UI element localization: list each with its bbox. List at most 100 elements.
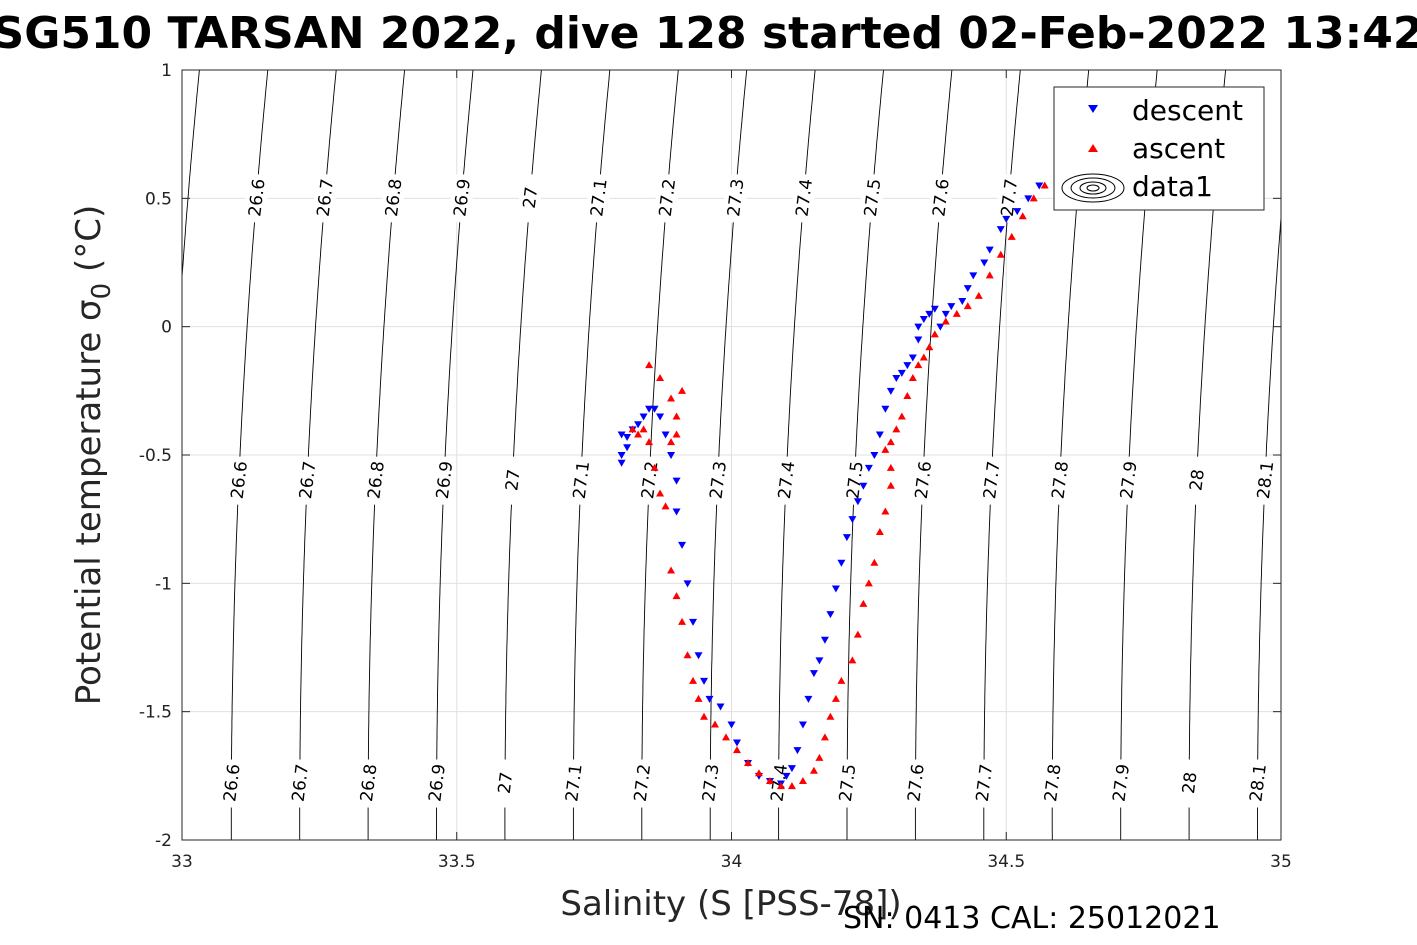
y-tick-label: -2: [155, 831, 172, 851]
isopycnal-label-bg: [904, 759, 927, 808]
descent-point: [837, 559, 846, 567]
descent-point: [700, 677, 709, 685]
ascent-point: [678, 617, 687, 625]
ascent-point: [672, 430, 681, 438]
ascent-point: [892, 425, 901, 433]
isopycnal-label-bg: [450, 174, 473, 223]
ascent-point: [881, 507, 890, 515]
x-tick-label: 34: [721, 852, 743, 872]
descent-point: [1002, 215, 1011, 223]
descent-point: [870, 452, 879, 459]
ascent-point: [974, 291, 983, 299]
ascent-point: [645, 438, 654, 446]
legend-box: [1053, 86, 1265, 211]
isopycnal-label-bg: [494, 759, 517, 808]
ascent-point: [859, 599, 868, 607]
ascent-point: [886, 438, 895, 446]
ascent-point: [820, 733, 829, 741]
isopycnal-label-bg: [296, 456, 319, 505]
descent-point: [969, 272, 978, 280]
isopycnal-label-bg: [357, 759, 380, 808]
isopycnal-label-bg: [227, 456, 250, 505]
descent-point: [727, 721, 736, 729]
isopycnal-label-bg: [724, 174, 747, 223]
isopycnal-label-bg: [519, 174, 542, 223]
isopycnal-label: 27.6: [904, 763, 928, 803]
ascent-point: [787, 782, 796, 790]
descent-point: [1013, 208, 1022, 216]
isopycnal-label-bg: [980, 456, 1003, 505]
x-tick-label: 33.5: [438, 852, 476, 872]
ascent-point: [897, 412, 906, 420]
ascent-point: [667, 394, 676, 402]
isopycnal-label: 26.6: [228, 460, 252, 500]
descent-point: [958, 298, 967, 305]
isopycnal-label-bg: [245, 174, 268, 223]
isopycnal-label: 26.8: [364, 460, 388, 500]
descent-point: [634, 421, 643, 429]
descent-point: [985, 246, 994, 254]
descent-point: [661, 431, 670, 439]
ascent-point: [683, 651, 692, 659]
ascent-point: [628, 425, 637, 433]
isopycnal-label-bg: [1253, 456, 1276, 505]
descent-point: [864, 464, 873, 472]
isopycnal-label-bg: [775, 456, 798, 505]
isopycnal-label-bg: [220, 759, 243, 808]
ascent-point: [743, 759, 752, 766]
isopycnal-label-bg: [1246, 759, 1269, 808]
isopycnal-label: 27.1: [570, 460, 594, 500]
y-axis-label-unit: (°C): [69, 205, 109, 272]
isopycnal-label-bg: [843, 456, 866, 505]
ascent-point: [952, 309, 961, 317]
ascent-point: [661, 502, 670, 510]
isopycnal-label-bg: [997, 174, 1020, 223]
isopycnal-label: 27.3: [724, 178, 748, 218]
ascent-point: [925, 343, 934, 351]
descent-point: [831, 585, 840, 593]
descent-point: [617, 459, 626, 467]
legend-descent-label: descent: [1132, 94, 1243, 127]
ascent-point: [881, 445, 890, 453]
ascent-point: [722, 733, 731, 741]
descent-point: [914, 336, 923, 344]
ascent-point: [1007, 232, 1016, 240]
isopycnal-label: 27.9: [1117, 460, 1141, 500]
legend: descent ascent data1: [1053, 86, 1265, 211]
isopycnal-label-bg: [1185, 456, 1208, 505]
y-tick-label: 0: [161, 318, 172, 338]
isopycnal-label: 27.6: [912, 460, 936, 500]
isopycnal-label: 26.9: [450, 178, 474, 218]
isopycnal-label: 27.5: [861, 178, 885, 218]
descent-point: [925, 310, 934, 318]
ascent-point: [870, 558, 879, 566]
ascent-point: [908, 374, 917, 381]
descent-point: [919, 315, 928, 323]
isopycnal-label-bg: [630, 759, 653, 808]
isopycnal-label-bg: [1048, 456, 1071, 505]
y-axis-label: Potential temperature σ0 (°C): [69, 205, 117, 705]
isopycnal-label: 27.2: [656, 178, 680, 218]
ascent-point: [689, 676, 698, 684]
isopycnal-label: 27.6: [929, 178, 953, 218]
descent-point: [886, 387, 895, 395]
descent-point: [963, 285, 972, 293]
descent-point: [639, 413, 648, 421]
ascent-point: [672, 412, 681, 420]
ascent-point: [886, 463, 895, 471]
descent-point: [903, 362, 912, 370]
isopycnal-label: 27.9: [1110, 763, 1134, 803]
legend-ascent-marker: [1088, 144, 1098, 152]
isopycnal-label: 26.8: [382, 178, 406, 218]
descent-point: [804, 695, 813, 703]
descent-point: [996, 226, 1005, 234]
isopycnal-label-bg: [313, 174, 336, 223]
descent-point: [815, 657, 824, 665]
isopycnal-label: 26.6: [245, 178, 269, 218]
descent-point: [980, 259, 989, 267]
ascent-point: [645, 361, 654, 369]
y-axis-label-sub: 0: [87, 283, 117, 300]
descent-point: [826, 611, 835, 619]
svg-text:Potential temperature σ0 (°C): Potential temperature σ0 (°C): [69, 205, 117, 705]
ascent-point: [672, 592, 681, 600]
